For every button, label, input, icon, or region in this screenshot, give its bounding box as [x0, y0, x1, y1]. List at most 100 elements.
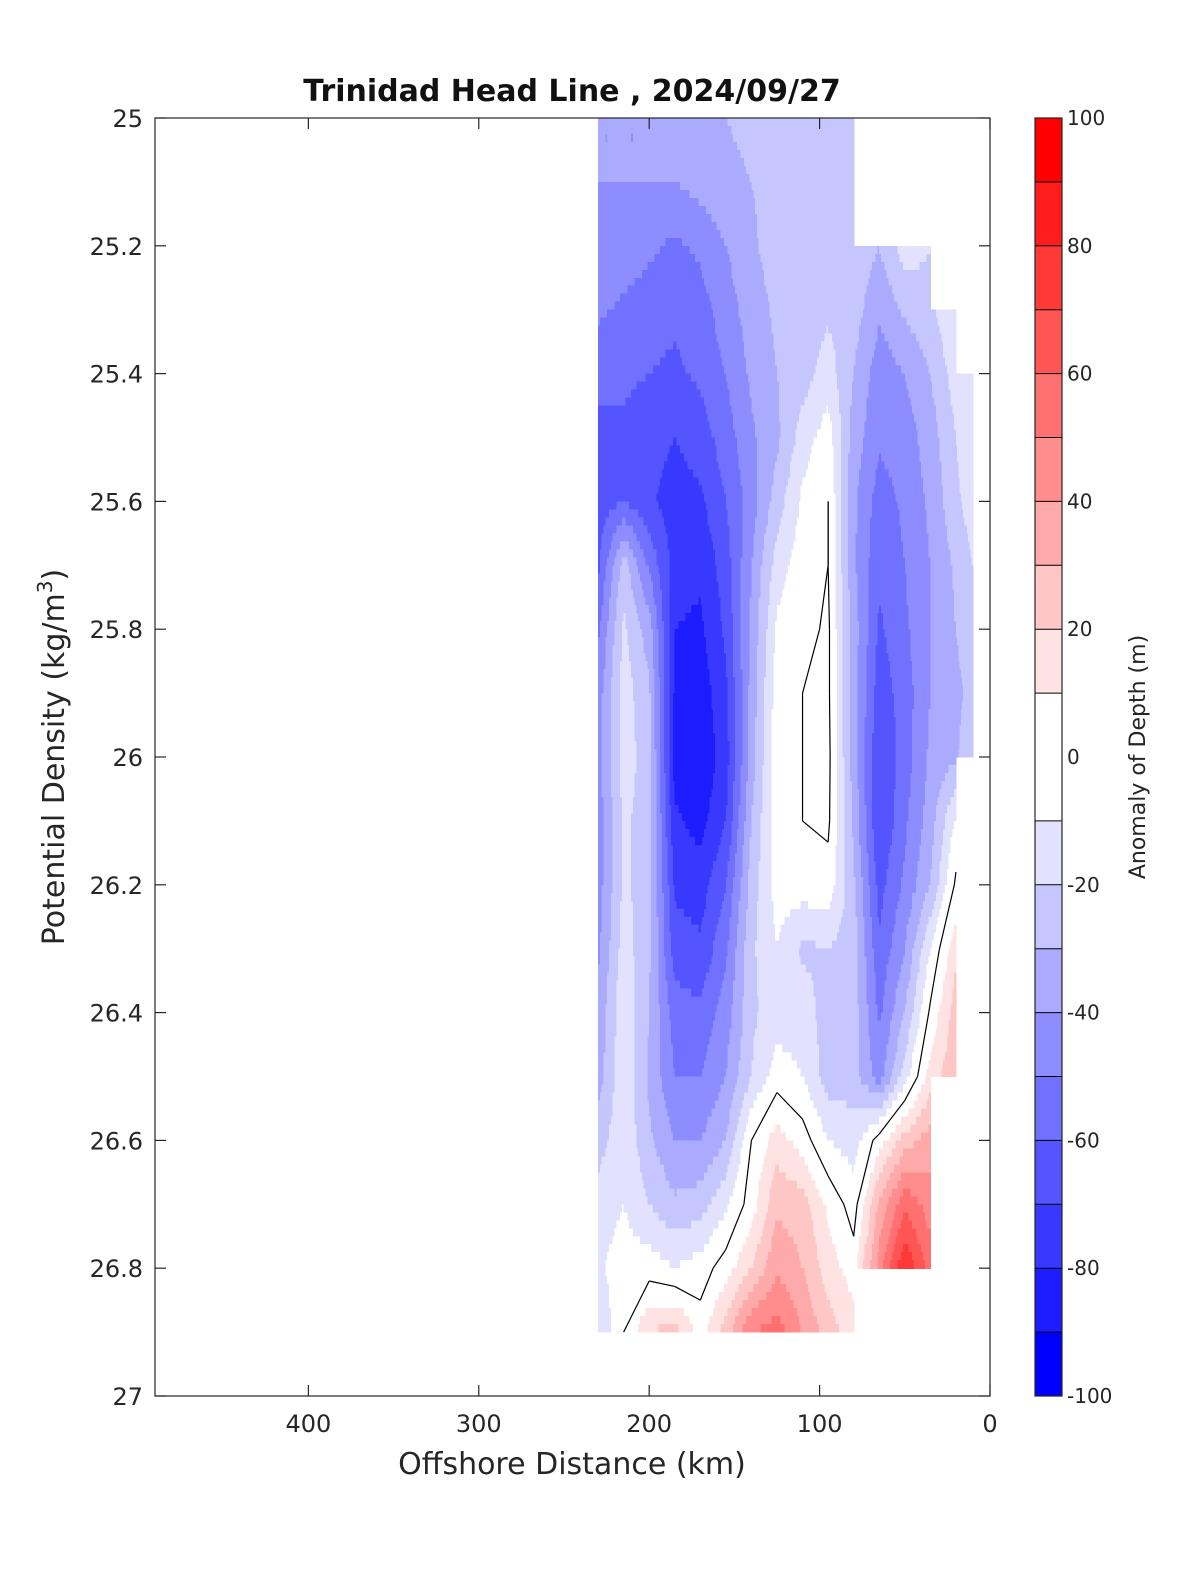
contour-cell: [661, 173, 665, 183]
contour-cell: [813, 133, 816, 143]
contour-cell: [835, 141, 838, 151]
contour-cell: [693, 118, 696, 127]
contour-cell: [787, 125, 791, 135]
contour-cell: [780, 118, 784, 127]
contour-cell: [840, 149, 844, 159]
contour-cell: [636, 205, 639, 215]
contour-cell: [787, 165, 791, 175]
contour-cell: [607, 118, 610, 127]
contour-cell: [610, 173, 614, 183]
contour-cell: [599, 237, 603, 247]
contour-cell: [645, 237, 648, 247]
contour-cell: [705, 133, 709, 143]
contour-cell: [687, 157, 690, 167]
contour-cell: [598, 133, 601, 143]
contour-cell: [747, 173, 751, 183]
contour-cell: [797, 157, 800, 167]
contour-cell: [795, 165, 798, 175]
contour-cell: [683, 181, 687, 191]
contour-cell: [609, 213, 612, 223]
contour-cell: [844, 149, 847, 159]
contour-cell: [716, 133, 720, 143]
contour-cell: [831, 133, 835, 143]
contour-cell: [654, 205, 658, 215]
contour-cell: [645, 229, 648, 239]
contour-cell: [685, 173, 689, 183]
contour-cell: [850, 133, 853, 143]
contour-cell: [667, 157, 670, 167]
contour-cell: [809, 141, 813, 151]
contour-cell: [740, 141, 743, 151]
contour-cell: [782, 125, 785, 135]
contour-cell: [643, 149, 647, 159]
contour-cell: [599, 181, 603, 191]
contour-cell: [683, 213, 687, 223]
contour-cell: [682, 133, 685, 143]
contour-cell: [851, 213, 855, 223]
contour-cell: [839, 141, 842, 151]
contour-cell: [689, 165, 692, 175]
contour-cell: [709, 118, 712, 127]
contour-cell: [643, 221, 647, 231]
contour-cell: [694, 133, 698, 143]
contour-cell: [808, 157, 811, 167]
contour-cell: [693, 189, 696, 199]
contour-cell: [778, 173, 782, 183]
contour-cell: [771, 173, 774, 183]
contour-cell: [689, 141, 692, 151]
chart-title: Trinidad Head Line , 2024/09/27: [303, 74, 840, 109]
contour-cell: [811, 165, 815, 175]
contour-cell: [813, 173, 816, 183]
contour-cell: [671, 213, 674, 223]
contour-cell: [682, 125, 685, 135]
contour-cell: [649, 149, 652, 159]
contour-cell: [625, 165, 628, 175]
contour-cell: [618, 165, 621, 175]
contour-cell: [612, 229, 616, 239]
contour-cell: [678, 173, 681, 183]
contour-cell: [683, 197, 687, 207]
contour-cell: [672, 189, 676, 199]
contour-cell: [828, 118, 831, 127]
contour-cell: [758, 173, 762, 183]
contour-cell: [846, 157, 849, 167]
contour-cell: [621, 221, 625, 231]
contour-cell: [773, 125, 776, 135]
contour-cell: [621, 125, 625, 135]
contour-cell: [689, 157, 692, 167]
contour-cell: [654, 221, 658, 231]
contour-cell: [745, 133, 749, 143]
contour-cell: [623, 189, 627, 199]
contour-cell: [618, 213, 621, 223]
contour-cell: [676, 189, 679, 199]
contour-cell: [671, 157, 674, 167]
contour-cell: [769, 118, 773, 127]
contour-cell: [705, 157, 709, 167]
contour-cell: [694, 197, 698, 207]
contour-cell: [751, 125, 754, 135]
contour-cell: [640, 205, 643, 215]
contour-cell: [674, 125, 678, 135]
contour-cell: [599, 149, 603, 159]
contour-cell: [780, 149, 784, 159]
contour-cell: [625, 125, 628, 135]
contour-cell: [619, 213, 623, 223]
contour-cell: [663, 165, 667, 175]
contour-cell: [629, 221, 632, 231]
contour-cell: [808, 133, 811, 143]
contour-cell: [831, 141, 835, 151]
contour-cell: [658, 229, 661, 239]
contour-cell: [696, 173, 700, 183]
contour-cell: [598, 181, 601, 191]
contour-cell: [744, 157, 747, 167]
contour-cell: [645, 141, 648, 151]
contour-cell: [760, 125, 763, 135]
contour-cell: [800, 149, 804, 159]
contour-cell: [629, 165, 632, 175]
contour-cell: [603, 149, 606, 159]
contour-cell: [738, 118, 742, 127]
contour-cell: [795, 149, 798, 159]
contour-cell: [833, 165, 837, 175]
contour-cell: [795, 125, 798, 135]
contour-cell: [680, 173, 683, 183]
